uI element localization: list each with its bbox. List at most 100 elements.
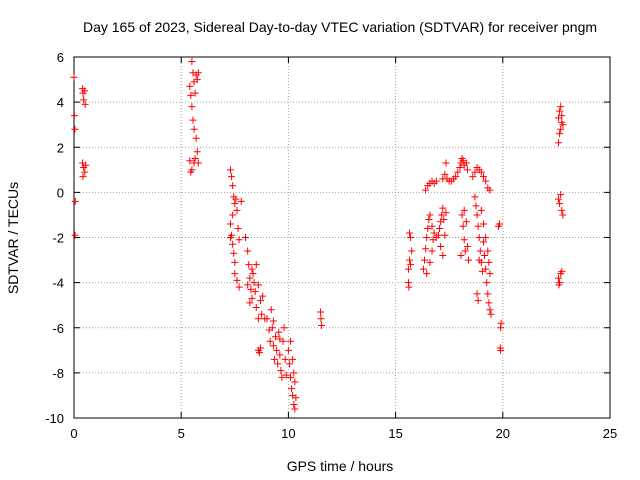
data-point [481,252,489,260]
data-point [317,308,325,316]
data-point [452,173,460,181]
data-point [234,224,242,232]
data-point [463,243,471,251]
y-tick-label: -2 [52,231,64,246]
data-point [559,211,567,219]
data-point [266,337,274,345]
data-point [278,373,286,381]
data-point [483,279,491,287]
data-point [475,256,483,264]
data-point [459,222,467,230]
data-point [252,303,260,311]
data-point [423,270,431,278]
data-point [189,116,197,124]
data-point [482,265,490,273]
data-point [276,351,284,359]
data-point [556,200,564,208]
data-point [194,69,202,77]
data-point [269,342,277,350]
data-point [289,355,297,363]
x-tick-label: 20 [496,426,510,441]
data-point [290,400,298,408]
data-point [235,236,243,244]
data-point [558,112,566,120]
data-point [558,267,566,275]
y-tick-label: -4 [52,276,64,291]
data-point [460,236,468,244]
y-tick-label: 6 [57,50,64,65]
data-point [231,258,239,266]
chart-title: Day 165 of 2023, Sidereal Day-to-day VTE… [83,19,597,35]
data-point [318,321,326,329]
data-point [486,306,494,314]
data-point [254,315,262,323]
data-point [70,73,78,81]
data-point [471,168,479,176]
data-point [71,197,79,205]
data-point [432,177,440,185]
x-tick-label: 0 [70,426,77,441]
data-point [407,261,415,269]
data-point [290,369,298,377]
data-point [273,346,281,354]
data-point [426,258,434,266]
data-point [421,256,429,264]
data-point [191,89,199,97]
data-point [484,290,492,298]
y-tick-label: 4 [57,95,64,110]
data-point [231,270,239,278]
data-point [82,161,90,169]
data-point [437,243,445,251]
data-point [442,159,450,167]
data-point [405,283,413,291]
data-point [423,234,431,241]
data-point [485,299,493,307]
data-point [282,371,290,379]
data-point [469,173,477,181]
data-point [419,265,427,273]
data-point [71,125,79,133]
x-tick-label: 10 [281,426,295,441]
data-point [258,310,266,318]
data-point [292,394,300,402]
data-point [263,315,271,323]
x-tick-label: 5 [178,426,185,441]
data-point [254,281,262,289]
data-point [487,310,495,318]
data-point [460,206,468,214]
data-point [259,292,267,300]
data-point [71,231,79,239]
data-point [257,297,265,305]
data-point [81,87,89,95]
data-point [472,202,480,210]
data-point [558,206,566,214]
data-point [438,211,446,219]
data-point [496,220,504,228]
data-point [458,211,466,219]
data-point [556,130,564,138]
data-point [454,168,462,176]
data-point [557,191,565,199]
data-point [557,125,565,133]
y-tick-label: -10 [45,411,64,426]
data-point [188,58,196,66]
data-point [497,346,505,354]
data-point [229,240,237,248]
data-point [441,231,449,239]
data-point [441,170,449,178]
data-point [464,256,472,264]
data-point [252,261,260,269]
data-point [251,288,259,296]
data-point [194,159,202,167]
data-point [277,367,285,375]
data-point [291,405,299,413]
data-point [555,274,563,282]
data-point [473,290,481,298]
data-point [442,209,450,217]
data-point [193,148,201,156]
data-point [270,355,278,363]
data-point [192,134,200,142]
data-point [187,168,195,176]
data-point [244,281,252,289]
